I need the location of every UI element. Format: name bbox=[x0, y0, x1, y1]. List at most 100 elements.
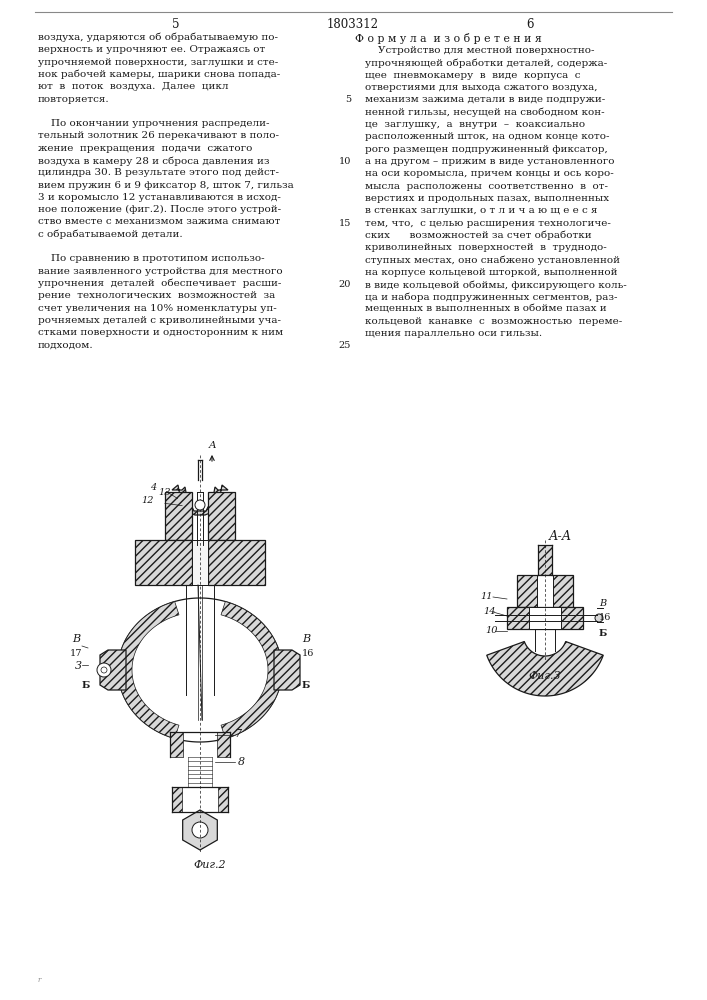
Text: В: В bbox=[72, 634, 80, 644]
Text: вание заявленного устройства для местного: вание заявленного устройства для местног… bbox=[38, 267, 283, 276]
Text: 12: 12 bbox=[141, 496, 154, 505]
Text: 3 и коромысло 12 устанавливаются в исход-: 3 и коромысло 12 устанавливаются в исход… bbox=[38, 193, 281, 202]
Text: подходом.: подходом. bbox=[38, 340, 93, 350]
Text: 1803312: 1803312 bbox=[327, 18, 379, 31]
Text: 4: 4 bbox=[150, 483, 156, 492]
Polygon shape bbox=[135, 540, 192, 585]
Text: 16: 16 bbox=[599, 613, 612, 622]
Text: 15: 15 bbox=[339, 219, 351, 228]
Text: По сравнению в прототипом использо-: По сравнению в прототипом использо- bbox=[38, 254, 264, 263]
Text: отверстиями для выхода сжатого воздуха,: отверстиями для выхода сжатого воздуха, bbox=[365, 83, 597, 92]
Circle shape bbox=[101, 667, 107, 673]
Text: тельный золотник 26 перекачивают в поло-: тельный золотник 26 перекачивают в поло- bbox=[38, 131, 279, 140]
Text: счет увеличения на 10% номенклатуры уп-: счет увеличения на 10% номенклатуры уп- bbox=[38, 304, 276, 313]
Text: В: В bbox=[302, 634, 310, 644]
Polygon shape bbox=[221, 602, 282, 738]
Polygon shape bbox=[118, 602, 179, 738]
Text: тем, что,  с целью расширения технологиче-: тем, что, с целью расширения технологиче… bbox=[365, 219, 611, 228]
Text: 3: 3 bbox=[75, 661, 82, 671]
Text: мещенных в выполненных в обойме пазах и: мещенных в выполненных в обойме пазах и bbox=[365, 305, 607, 314]
Circle shape bbox=[97, 663, 111, 677]
Text: По окончании упрочнения распредели-: По окончании упрочнения распредели- bbox=[38, 119, 269, 128]
Text: 17: 17 bbox=[69, 649, 82, 658]
Text: а на другом – прижим в виде установленного: а на другом – прижим в виде установленно… bbox=[365, 157, 614, 166]
Text: ют  в  поток  воздуха.  Далее  цикл: ют в поток воздуха. Далее цикл bbox=[38, 82, 228, 91]
Text: 7: 7 bbox=[235, 729, 242, 739]
Circle shape bbox=[192, 822, 208, 838]
Text: рение  технологических  возможностей  за: рение технологических возможностей за bbox=[38, 291, 275, 300]
Polygon shape bbox=[218, 787, 228, 812]
Text: 16: 16 bbox=[302, 649, 315, 658]
Polygon shape bbox=[486, 642, 603, 696]
Text: верстиях и продольных пазах, выполненных: верстиях и продольных пазах, выполненных bbox=[365, 194, 609, 203]
Text: ца и набора подпружиненных сегментов, раз-: ца и набора подпружиненных сегментов, ра… bbox=[365, 292, 617, 302]
Text: на корпусе кольцевой шторкой, выполненной: на корпусе кольцевой шторкой, выполненно… bbox=[365, 268, 617, 277]
Text: Устройство для местной поверхностно-: Устройство для местной поверхностно- bbox=[365, 46, 595, 55]
Text: 5: 5 bbox=[345, 96, 351, 104]
Text: с обрабатываемой детали.: с обрабатываемой детали. bbox=[38, 230, 182, 239]
Text: ступных местах, оно снабжено установленной: ступных местах, оно снабжено установленн… bbox=[365, 255, 620, 265]
Text: Фиг.3: Фиг.3 bbox=[529, 671, 561, 681]
Text: кольцевой  канавке  с  возможностью  переме-: кольцевой канавке с возможностью переме- bbox=[365, 317, 622, 326]
Text: рочняемых деталей с криволинейными уча-: рочняемых деталей с криволинейными уча- bbox=[38, 316, 281, 325]
Text: 8: 8 bbox=[238, 757, 245, 767]
Text: 6: 6 bbox=[526, 18, 534, 31]
Polygon shape bbox=[208, 540, 265, 585]
Text: ских      возможностей за счет обработки: ских возможностей за счет обработки bbox=[365, 231, 592, 240]
Text: стками поверхности и односторонним к ним: стками поверхности и односторонним к ним bbox=[38, 328, 283, 337]
Text: А-А: А-А bbox=[549, 530, 572, 543]
Text: упрочняющей обработки деталей, содержа-: упрочняющей обработки деталей, содержа- bbox=[365, 59, 607, 68]
Polygon shape bbox=[537, 575, 553, 607]
Text: Б: Б bbox=[82, 681, 90, 690]
Text: вием пружин 6 и 9 фиксатор 8, шток 7, гильза: вием пружин 6 и 9 фиксатор 8, шток 7, ги… bbox=[38, 181, 293, 190]
Circle shape bbox=[595, 614, 603, 622]
Polygon shape bbox=[170, 732, 183, 757]
Polygon shape bbox=[172, 787, 182, 812]
Polygon shape bbox=[529, 607, 561, 629]
Text: рого размещен подпружиненный фиксатор,: рого размещен подпружиненный фиксатор, bbox=[365, 145, 608, 154]
Text: упрочнения  деталей  обеспечивает  расши-: упрочнения деталей обеспечивает расши- bbox=[38, 279, 281, 288]
Polygon shape bbox=[192, 540, 208, 585]
Text: упрочняемой поверхности, заглушки и сте-: упрочняемой поверхности, заглушки и сте- bbox=[38, 58, 279, 67]
Text: механизм зажима детали в виде подпружи-: механизм зажима детали в виде подпружи- bbox=[365, 96, 605, 104]
Text: цилиндра 30. В результате этого под дейст-: цилиндра 30. В результате этого под дейс… bbox=[38, 168, 279, 177]
Text: r: r bbox=[38, 976, 42, 984]
Text: 10: 10 bbox=[339, 157, 351, 166]
Text: Ф о р м у л а  и з о б р е т е н и я: Ф о р м у л а и з о б р е т е н и я bbox=[355, 33, 542, 44]
Text: Б: Б bbox=[599, 629, 607, 638]
Text: ное положение (фиг.2). После этого устрой-: ное положение (фиг.2). После этого устро… bbox=[38, 205, 281, 214]
Text: повторяется.: повторяется. bbox=[38, 95, 110, 104]
Text: A: A bbox=[209, 441, 216, 450]
Circle shape bbox=[195, 500, 205, 510]
Text: 10: 10 bbox=[485, 626, 498, 635]
Text: в виде кольцевой обоймы, фиксирующего коль-: в виде кольцевой обоймы, фиксирующего ко… bbox=[365, 280, 626, 290]
Text: расположенный шток, на одном конце кото-: расположенный шток, на одном конце кото- bbox=[365, 132, 609, 141]
Text: в стенках заглушки, о т л и ч а ю щ е е с я: в стенках заглушки, о т л и ч а ю щ е е … bbox=[365, 206, 597, 215]
Text: Б: Б bbox=[302, 681, 310, 690]
Text: щее  пневмокамеру  в  виде  корпуса  с: щее пневмокамеру в виде корпуса с bbox=[365, 71, 580, 80]
Text: 14: 14 bbox=[483, 607, 496, 616]
Text: ненной гильзы, несущей на свободном кон-: ненной гильзы, несущей на свободном кон- bbox=[365, 108, 604, 117]
Text: щения параллельно оси гильзы.: щения параллельно оси гильзы. bbox=[365, 329, 542, 338]
Text: мысла  расположены  соответственно  в  от-: мысла расположены соответственно в от- bbox=[365, 182, 608, 191]
Text: це  заглушку,  а  внутри  –  коаксиально: це заглушку, а внутри – коаксиально bbox=[365, 120, 585, 129]
Polygon shape bbox=[507, 607, 583, 629]
Text: В: В bbox=[599, 599, 606, 608]
Text: 5: 5 bbox=[173, 18, 180, 31]
Polygon shape bbox=[182, 810, 217, 850]
Text: воздуха, ударяются об обрабатываемую по-: воздуха, ударяются об обрабатываемую по- bbox=[38, 33, 278, 42]
Text: воздуха в камеру 28 и сброса давления из: воздуха в камеру 28 и сброса давления из bbox=[38, 156, 269, 165]
Polygon shape bbox=[172, 485, 228, 515]
Text: Фиг.2: Фиг.2 bbox=[194, 860, 226, 870]
Polygon shape bbox=[217, 732, 230, 757]
Text: 13: 13 bbox=[158, 488, 170, 497]
Polygon shape bbox=[517, 575, 573, 607]
Polygon shape bbox=[165, 492, 192, 540]
Polygon shape bbox=[538, 545, 552, 575]
Text: 11: 11 bbox=[480, 592, 493, 601]
Text: 20: 20 bbox=[339, 280, 351, 289]
Text: криволинейных  поверхностей  в  труднодо-: криволинейных поверхностей в труднодо- bbox=[365, 243, 607, 252]
Text: нок рабочей камеры, шарики снова попада-: нок рабочей камеры, шарики снова попада- bbox=[38, 70, 280, 79]
Text: верхность и упрочняют ее. Отражаясь от: верхность и упрочняют ее. Отражаясь от bbox=[38, 45, 265, 54]
Polygon shape bbox=[118, 598, 282, 742]
